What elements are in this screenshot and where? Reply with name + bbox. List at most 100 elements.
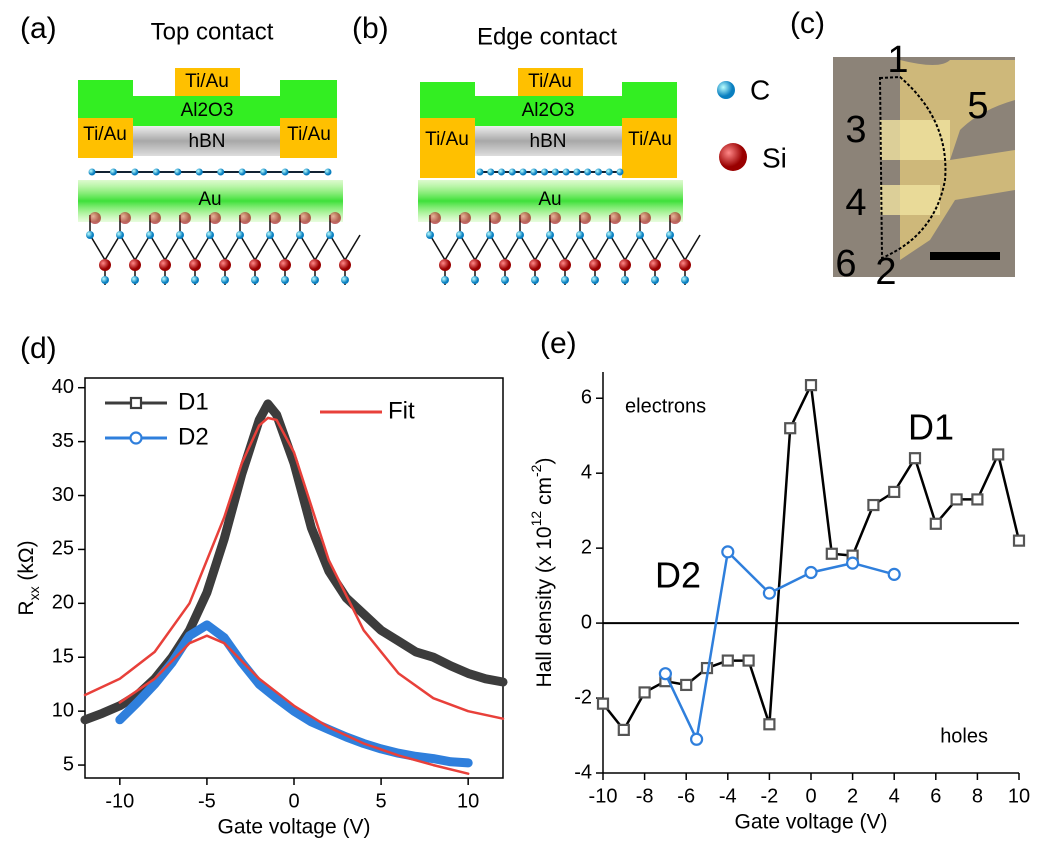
lattice-bond xyxy=(445,235,460,260)
silicon-atom xyxy=(719,143,747,171)
lattice-bond xyxy=(225,235,240,260)
atom-label: Si xyxy=(762,142,787,173)
layer-label: Al2O3 xyxy=(522,100,575,121)
y-axis-label: Rxx (kΩ) xyxy=(15,540,42,615)
carbon-atom xyxy=(486,231,494,239)
silicon-atom xyxy=(129,259,141,271)
lattice-bond xyxy=(595,235,610,260)
marker xyxy=(993,449,1003,459)
carbon-atom xyxy=(576,231,584,239)
carbon-atom xyxy=(206,231,214,239)
contact-number: 3 xyxy=(845,109,866,151)
lattice-bond xyxy=(105,235,120,260)
carbon-atom xyxy=(146,231,154,239)
diagram-title: Top contact xyxy=(151,18,274,45)
carbon-atom xyxy=(636,231,644,239)
contact-number: 6 xyxy=(835,243,856,285)
lattice-bond xyxy=(685,235,700,260)
silicon-atom xyxy=(149,212,161,224)
layer-label: Au xyxy=(538,189,561,210)
carbon-atom xyxy=(86,231,94,239)
legend-label: D2 xyxy=(178,423,209,450)
marker xyxy=(931,519,941,529)
carbon-atom xyxy=(236,231,244,239)
marker xyxy=(910,453,920,463)
y-tick-label: 2 xyxy=(581,536,592,558)
silicon-atom xyxy=(619,259,631,271)
marker xyxy=(806,380,816,390)
carbon-atom xyxy=(591,276,599,284)
x-tick-label: -5 xyxy=(198,790,216,812)
silicon-atom xyxy=(279,259,291,271)
lattice-bond xyxy=(135,235,150,260)
dielectric xyxy=(622,82,677,118)
carbon-atom xyxy=(282,169,289,176)
lattice-bond xyxy=(655,235,670,260)
marker xyxy=(619,725,629,735)
y-tick-label: -4 xyxy=(574,761,592,783)
lattice-bond xyxy=(550,235,565,260)
y-tick-label: 35 xyxy=(52,430,74,452)
carbon-atom xyxy=(131,169,138,176)
carbon-atom xyxy=(681,276,689,284)
x-tick-label: -4 xyxy=(719,785,737,807)
y-axis-label-part: Hall density (x 10 xyxy=(533,526,556,687)
marker xyxy=(868,500,878,510)
silicon-atom xyxy=(309,259,321,271)
lattice-bond xyxy=(195,235,210,260)
carbon-atom xyxy=(325,169,332,176)
silicon-atom xyxy=(239,212,251,224)
carbon-atom xyxy=(606,169,613,176)
carbon-atom xyxy=(573,169,580,176)
marker xyxy=(681,680,691,690)
silicon-atom xyxy=(459,212,471,224)
lattice-bond xyxy=(535,235,550,260)
panel-label: (a) xyxy=(20,12,57,45)
carbon-atom xyxy=(311,276,319,284)
silicon-atom xyxy=(219,259,231,271)
atom-label: C xyxy=(750,74,770,105)
lattice-bond xyxy=(625,235,640,260)
silicon-atom xyxy=(589,259,601,271)
carbon-atom xyxy=(617,169,624,176)
marker xyxy=(640,687,650,697)
marker xyxy=(131,398,141,408)
silicon-atom xyxy=(559,259,571,271)
carbon-atom xyxy=(281,276,289,284)
carbon-atom xyxy=(477,169,484,176)
silicon-atom xyxy=(679,259,691,271)
marker xyxy=(827,549,837,559)
x-tick-label: -10 xyxy=(105,790,134,812)
y-axis-label-part: cm xyxy=(533,477,556,511)
lattice-bond xyxy=(150,235,165,260)
x-tick-label: -10 xyxy=(589,785,618,807)
silicon-atom xyxy=(489,212,501,224)
silicon-atom xyxy=(99,259,111,271)
y-axis-label-part: -2 xyxy=(528,464,544,477)
lattice-bond xyxy=(165,235,180,260)
lattice-bond xyxy=(210,235,225,260)
series-line xyxy=(120,625,468,763)
marker xyxy=(131,433,142,444)
lattice-bond xyxy=(640,235,655,260)
carbon-atom xyxy=(552,169,559,176)
y-tick-label: 10 xyxy=(52,699,74,721)
x-tick-label: 4 xyxy=(889,785,900,807)
carbon-atom xyxy=(584,169,591,176)
carbon-atom xyxy=(251,276,259,284)
legend-label: D1 xyxy=(178,388,209,415)
x-tick-label: -2 xyxy=(761,785,779,807)
carbon-atom xyxy=(296,231,304,239)
x-tick-label: -8 xyxy=(636,785,654,807)
carbon-atom xyxy=(303,169,310,176)
x-tick-label: -6 xyxy=(677,785,695,807)
silicon-atom xyxy=(329,212,341,224)
lattice-bond xyxy=(460,235,475,260)
carbon-atom xyxy=(176,231,184,239)
silicon-atom xyxy=(499,259,511,271)
y-axis-label-part: xx xyxy=(26,586,42,600)
marker xyxy=(785,423,795,433)
carbon-atom xyxy=(217,169,224,176)
carbon-atom xyxy=(487,169,494,176)
silicon-atom xyxy=(429,212,441,224)
